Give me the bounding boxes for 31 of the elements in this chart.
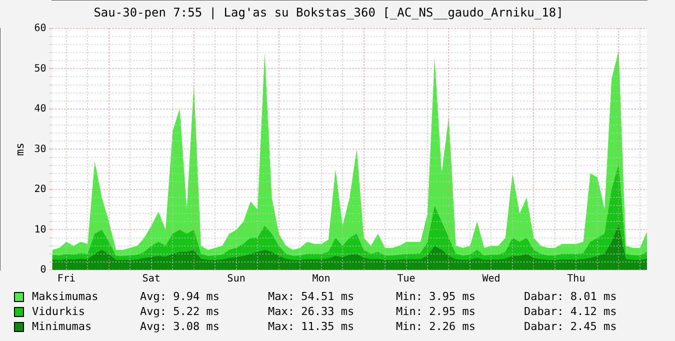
y-tick-label: 60 bbox=[34, 22, 46, 34]
text: Avg: 3.08 ms bbox=[140, 320, 220, 333]
text: Avg: 9.94 ms bbox=[140, 290, 220, 303]
text: Min: 2.95 ms bbox=[396, 305, 476, 318]
y-tick-label: 20 bbox=[34, 184, 46, 196]
legend-label: Vidurkis bbox=[32, 305, 86, 318]
text: Min: 2.26 ms bbox=[396, 320, 476, 333]
x-tick-label: Wed bbox=[482, 274, 500, 285]
x-tick-label: Sun bbox=[227, 274, 246, 285]
chart-title: Sau-30-pen 7:55 | Lag'as su Bokstas_360 [_AC_NS__gaudo_Arniku_18] bbox=[94, 5, 564, 20]
text: Min: 3.95 ms bbox=[396, 290, 476, 303]
x-tick-label: Thu bbox=[567, 274, 586, 285]
y-axis-title: ms bbox=[13, 142, 26, 156]
text: Max: 11.35 ms bbox=[268, 320, 356, 333]
x-tick-label: Tue bbox=[397, 274, 416, 285]
y-tick-label: 0 bbox=[40, 264, 46, 276]
text: Dabar: 4.12 ms bbox=[524, 305, 618, 318]
legend-label: Maksimumas bbox=[32, 290, 100, 303]
legend-label: Minimumas bbox=[32, 320, 93, 333]
text: Avg: 5.22 ms bbox=[140, 305, 220, 318]
x-tick-label: Sat bbox=[142, 274, 160, 285]
y-tick-label: 10 bbox=[34, 224, 46, 236]
x-tick-label: Fri bbox=[57, 274, 76, 285]
x-tick-label: Mon bbox=[312, 274, 330, 285]
text: Max: 26.33 ms bbox=[268, 305, 356, 318]
y-tick-label: 40 bbox=[34, 104, 46, 115]
text: Dabar: 2.45 ms bbox=[524, 320, 618, 333]
text: Dabar: 8.01 ms bbox=[524, 290, 618, 303]
y-tick-label: 50 bbox=[34, 63, 46, 74]
text: Max: 54.51 ms bbox=[268, 290, 356, 303]
y-tick-label: 30 bbox=[34, 144, 46, 155]
